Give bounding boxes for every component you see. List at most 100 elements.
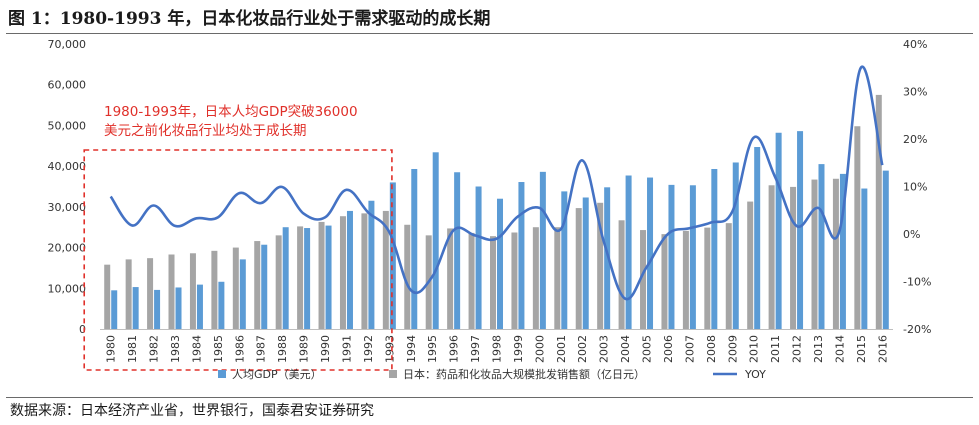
x-tick-label: 1991 bbox=[340, 335, 353, 363]
sales-bar bbox=[854, 126, 861, 329]
left-tick-label: 40,000 bbox=[48, 160, 87, 173]
gdp-bar bbox=[325, 225, 332, 329]
sales-bar bbox=[747, 201, 754, 329]
x-tick-label: 1990 bbox=[319, 335, 332, 363]
sales-bar bbox=[554, 227, 561, 329]
gdp-bar bbox=[839, 173, 846, 329]
annotation: 1980-1993年，日本人均GDP突破36000 美元之前化妆品行业均处于成长… bbox=[104, 103, 358, 141]
right-tick-label: 10% bbox=[903, 181, 927, 194]
gdp-bar bbox=[754, 147, 761, 329]
legend-label-sales: 日本：药品和化妆品大规模批发销售额（亿日元） bbox=[403, 367, 645, 381]
x-tick-label: 2013 bbox=[812, 335, 825, 363]
right-tick-label: -20% bbox=[903, 323, 931, 336]
x-tick-label: 1985 bbox=[212, 335, 225, 363]
x-tick-label: 1996 bbox=[448, 335, 461, 363]
x-tick-label: 1988 bbox=[276, 335, 289, 363]
x-tick-label: 2002 bbox=[576, 335, 589, 363]
x-tick-label: 1989 bbox=[298, 335, 311, 363]
sales-bar bbox=[404, 224, 411, 329]
gdp-bar bbox=[732, 162, 739, 329]
right-tick-label: 0% bbox=[903, 228, 920, 241]
left-tick-label: 20,000 bbox=[48, 242, 87, 255]
x-tick-label: 1984 bbox=[190, 335, 203, 363]
gdp-bar bbox=[647, 177, 654, 329]
gdp-bar bbox=[261, 244, 268, 329]
gdp-bar bbox=[561, 191, 568, 329]
source-note: 数据来源：日本经济产业省，世界银行，国泰君安证券研究 bbox=[10, 403, 374, 419]
sales-bar bbox=[125, 259, 132, 329]
x-tick-label: 2000 bbox=[533, 335, 546, 363]
sales-bar bbox=[489, 236, 496, 329]
sales-bar bbox=[597, 202, 604, 329]
sales-bar bbox=[275, 235, 282, 329]
x-tick-label: 2008 bbox=[705, 335, 718, 363]
gdp-bar bbox=[389, 182, 396, 329]
sales-bar bbox=[532, 227, 539, 329]
gdp-bar bbox=[154, 289, 161, 329]
sales-bar bbox=[147, 258, 154, 329]
x-tick-label: 2015 bbox=[855, 335, 868, 363]
left-tick-label: 70,000 bbox=[48, 38, 87, 51]
gdp-bar bbox=[239, 259, 246, 329]
sales-bar bbox=[511, 232, 518, 329]
x-tick-label: 2006 bbox=[662, 335, 675, 363]
x-tick-label: 2016 bbox=[876, 335, 889, 363]
annotation-line-2: 美元之前化妆品行业均处于成长期 bbox=[104, 123, 307, 139]
legend-label-yoy: YOY bbox=[744, 368, 766, 381]
sales-bar bbox=[232, 247, 239, 329]
gdp-bar bbox=[196, 284, 203, 329]
gdp-bar bbox=[668, 184, 675, 329]
sales-bar bbox=[811, 179, 818, 329]
gdp-bar bbox=[518, 182, 525, 329]
gdp-bar bbox=[582, 197, 589, 329]
gdp-bar bbox=[346, 210, 353, 329]
sales-bar bbox=[447, 228, 454, 329]
highlight-dashed-box bbox=[83, 149, 393, 371]
left-tick-label: 50,000 bbox=[48, 119, 87, 132]
sales-bar bbox=[211, 250, 218, 329]
gdp-bar bbox=[604, 187, 611, 329]
right-tick-label: 30% bbox=[903, 86, 927, 99]
left-tick-label: 30,000 bbox=[48, 201, 87, 214]
x-tick-label: 1999 bbox=[512, 335, 525, 363]
gdp-bar bbox=[282, 227, 289, 329]
gdp-bar bbox=[539, 171, 546, 329]
sales-bar bbox=[361, 213, 368, 329]
sales-bar bbox=[318, 221, 325, 329]
legend-swatch-gdp bbox=[218, 370, 226, 378]
x-tick-label: 2001 bbox=[555, 335, 568, 363]
gdp-bar bbox=[711, 168, 718, 329]
gdp-bar bbox=[218, 281, 225, 329]
sales-bar bbox=[661, 234, 668, 329]
x-tick-label: 2011 bbox=[769, 335, 782, 363]
right-tick-label: 20% bbox=[903, 133, 927, 146]
left-tick-label: 10,000 bbox=[48, 282, 87, 295]
gdp-bar bbox=[625, 175, 632, 329]
gdp-bar bbox=[818, 164, 825, 329]
bottom-rule bbox=[6, 397, 973, 398]
right-tick-label: 40% bbox=[903, 38, 927, 51]
x-tick-label: 1987 bbox=[255, 335, 268, 363]
x-tick-label: 1993 bbox=[383, 335, 396, 363]
annotation-line-1: 1980-1993年，日本人均GDP突破36000 bbox=[104, 104, 358, 120]
gdp-bar bbox=[432, 152, 439, 329]
gdp-bar bbox=[497, 198, 504, 329]
x-tick-label: 2009 bbox=[726, 335, 739, 363]
sales-bar bbox=[468, 232, 475, 329]
sales-bar bbox=[875, 94, 882, 330]
x-tick-label: 2004 bbox=[619, 335, 632, 363]
gdp-bar bbox=[304, 228, 311, 329]
sales-bar bbox=[297, 226, 304, 329]
x-tick-label: 2005 bbox=[641, 335, 654, 363]
left-axis: 0 10,000 20,000 30,000 40,000 50,000 60,000 70,… bbox=[48, 38, 87, 336]
x-axis-labels: 1980 1981 1982 1983 1984 1985 1986 1987 1988 1989… bbox=[105, 335, 890, 363]
x-tick-label: 2012 bbox=[791, 335, 804, 363]
gdp-bar bbox=[454, 172, 461, 329]
sales-bar bbox=[575, 208, 582, 329]
gdp-bar bbox=[368, 200, 375, 329]
sales-bar bbox=[832, 178, 839, 329]
x-tick-label: 2014 bbox=[833, 335, 846, 363]
x-tick-label: 1983 bbox=[169, 335, 182, 363]
x-tick-label: 1981 bbox=[126, 335, 139, 363]
gdp-bar bbox=[797, 131, 804, 329]
